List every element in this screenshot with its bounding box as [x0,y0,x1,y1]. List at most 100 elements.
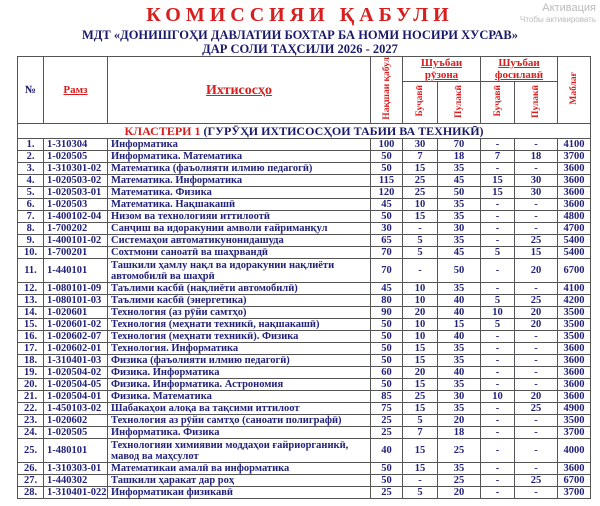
specialty-name: Математика. Информатика [107,174,371,187]
distance-paid: 20 [514,390,558,403]
plan-total: 50 [370,354,403,367]
day-budget: 10 [402,198,438,211]
distance-paid: 30 [514,174,558,187]
row-number: 15. [17,318,44,331]
distance-paid: - [514,330,558,343]
distance-budget: - [480,474,515,487]
distance-budget: - [480,462,515,475]
row-number: 23. [17,414,44,427]
university-name: МДТ «ДОНИШГОҲИ ДАВЛАТИИ БОХТАР БА НОМИ Н… [82,28,518,42]
plan-total: 50 [370,150,403,163]
distance-budget: - [480,234,515,247]
table-row: 12. 1-080101-09 Таълими касбӣ (нақлиёти ав… [17,282,591,295]
table-row: 10. 1-700201 Сохтмони саноатӣ ва шаҳрвандӣ… [17,246,591,259]
table-row: 3. 1-310301-02 Математика (фаъолияти илмию… [17,162,591,175]
specialty-code: 1-700201 [43,246,108,259]
row-number: 11. [17,258,44,283]
row-number: 1. [17,138,44,151]
day-paid: 40 [437,306,481,319]
admissions-table: № Рамз Ихтисосҳо Нақшаи қабул Шуъбаи рӯз… [17,56,591,499]
distance-budget: - [480,378,515,391]
plan-total: 50 [370,210,403,223]
distance-paid: - [514,282,558,295]
day-budget: 5 [402,234,438,247]
row-number: 17. [17,342,44,355]
specialty-code: 1-450103-02 [43,402,108,415]
row-number: 9. [17,234,44,247]
day-budget: 20 [402,306,438,319]
specialty-name: Математика. Физика [107,186,371,199]
plan-total: 50 [370,378,403,391]
row-number: 12. [17,282,44,295]
distance-budget: - [480,438,515,463]
specialty-code: 1-020504-05 [43,378,108,391]
specialty-code: 1-440302 [43,474,108,487]
header-plan: Нақшаи қабул [381,57,392,120]
distance-paid: 25 [514,402,558,415]
specialty-name: Физика. Математика [107,390,371,403]
plan-total: 50 [370,318,403,331]
day-paid: 35 [437,282,481,295]
distance-paid: - [514,222,558,235]
plan-total: 100 [370,138,403,151]
specialty-name: Информатика. Физика [107,426,371,439]
day-budget: 15 [402,210,438,223]
watermark-line2: Чтобы активировать [520,15,596,24]
tuition-fee: 4100 [557,282,591,295]
day-paid: 35 [437,198,481,211]
tuition-fee: 5400 [557,246,591,259]
row-number: 22. [17,402,44,415]
specialty-code: 1-080101-09 [43,282,108,295]
tuition-fee: 3600 [557,162,591,175]
distance-paid: 20 [514,306,558,319]
header-distance-dept: Шуъбаи фосилавӣ [480,56,558,82]
distance-budget: - [480,258,515,283]
plan-total: 120 [370,186,403,199]
plan-total: 70 [370,246,403,259]
day-paid: 40 [437,330,481,343]
table-row: 22. 1-450103-02 Шабакаҳои алоқа ва тақсими… [17,402,591,415]
day-paid: 35 [437,342,481,355]
tuition-fee: 3600 [557,354,591,367]
day-budget: 5 [402,414,438,427]
specialty-code: 1-020504-01 [43,390,108,403]
day-paid: 30 [437,222,481,235]
distance-budget: 5 [480,318,515,331]
distance-budget: 5 [480,246,515,259]
distance-paid: - [514,438,558,463]
specialty-name: Ташкили ҳамлу нақл ва идоракунии нақлиёт… [107,258,371,283]
table-row: 11. 1-440101 Ташкили ҳамлу нақл ва идораку… [17,258,591,283]
table-row: 2. 1-020505 Информатика. Математика 50 7 18 7 1… [17,150,591,163]
table-row: 25. 1-480101 Технологияи химиявии моддаҳои… [17,438,591,463]
cluster-label: КЛАСТЕРИ 1 [124,123,201,138]
distance-paid: - [514,486,558,499]
day-budget: 10 [402,294,438,307]
day-paid: 18 [437,426,481,439]
distance-budget: - [480,354,515,367]
specialty-code: 1-080101-03 [43,294,108,307]
header-code: Рамз [43,56,108,124]
plan-total: 115 [370,174,403,187]
day-paid: 35 [437,402,481,415]
tuition-fee: 4800 [557,210,591,223]
row-number: 4. [17,174,44,187]
plan-total: 80 [370,294,403,307]
distance-budget: - [480,210,515,223]
specialty-code: 1-440101 [43,258,108,283]
specialty-code: 1-310304 [43,138,108,151]
table-row: 26. 1-310303-01 Математикаи амалӣ ва инфор… [17,462,591,475]
table-row: 16. 1-020602-07 Технология (меҳнати техник… [17,330,591,343]
specialty-code: 1-020505 [43,150,108,163]
distance-paid: 25 [514,474,558,487]
tuition-fee: 3700 [557,426,591,439]
distance-budget: - [480,486,515,499]
day-budget: 5 [402,486,438,499]
table-row: 18. 1-310401-03 Физика (фаъолияти илмию пе… [17,354,591,367]
specialty-code: 1-020602-01 [43,342,108,355]
activation-watermark: Активация Чтобы активировать [520,2,596,25]
row-number: 16. [17,330,44,343]
header-no: № [17,56,44,124]
plan-total: 25 [370,486,403,499]
plan-total: 30 [370,222,403,235]
specialty-code: 1-020602 [43,414,108,427]
